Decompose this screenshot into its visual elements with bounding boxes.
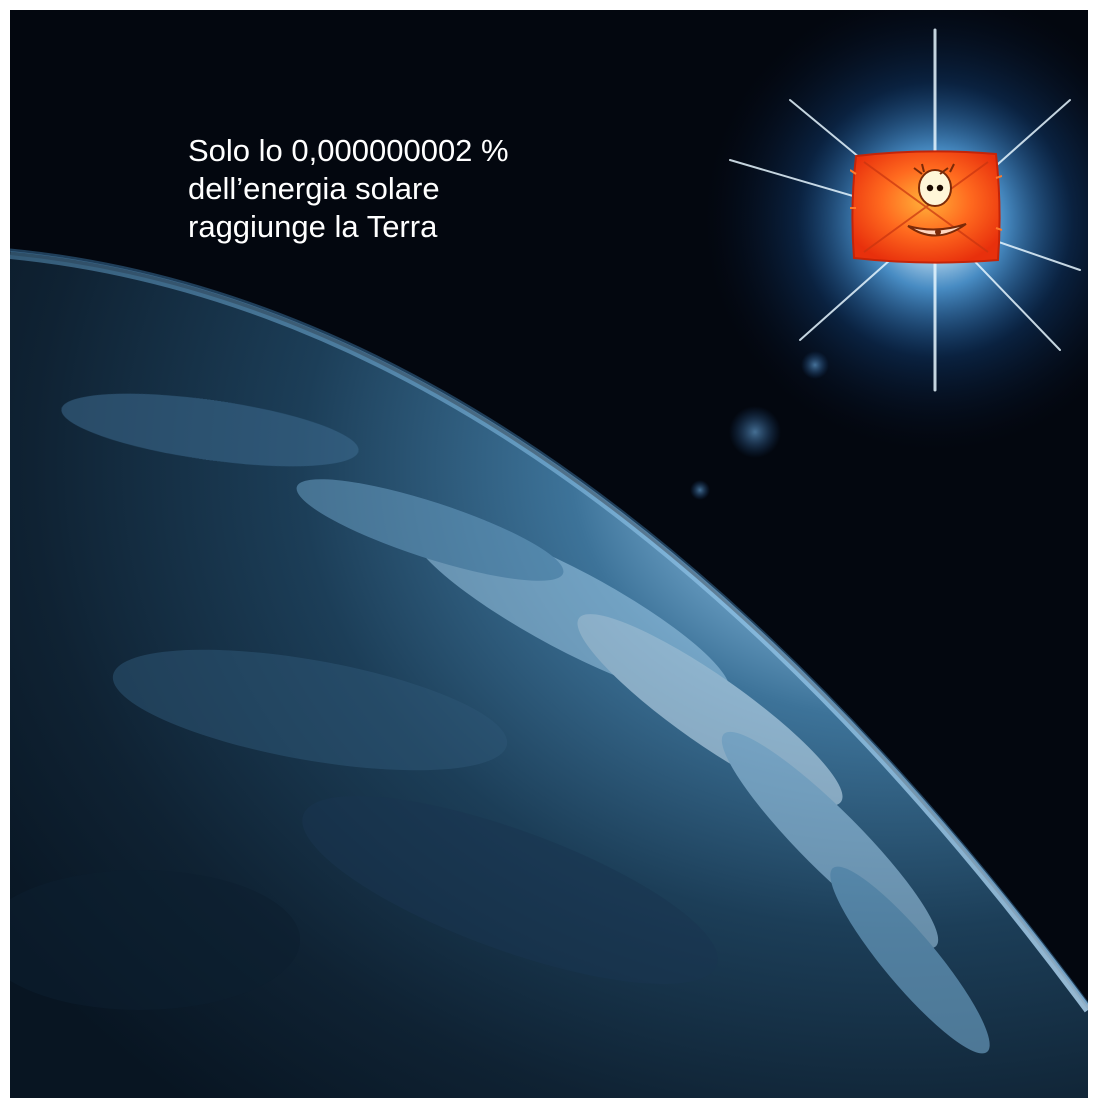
sun-mascot-icon: [850, 150, 1002, 264]
caption-line-2: dell’energia solare: [188, 171, 440, 206]
energy-fact-caption: Solo lo 0,000000002 % dell’energia solar…: [188, 132, 509, 246]
caption-line-3: raggiunge la Terra: [188, 209, 438, 244]
caption-line-1: Solo lo 0,000000002 %: [188, 133, 509, 168]
slide-canvas: Solo lo 0,000000002 % dell’energia solar…: [10, 10, 1088, 1098]
